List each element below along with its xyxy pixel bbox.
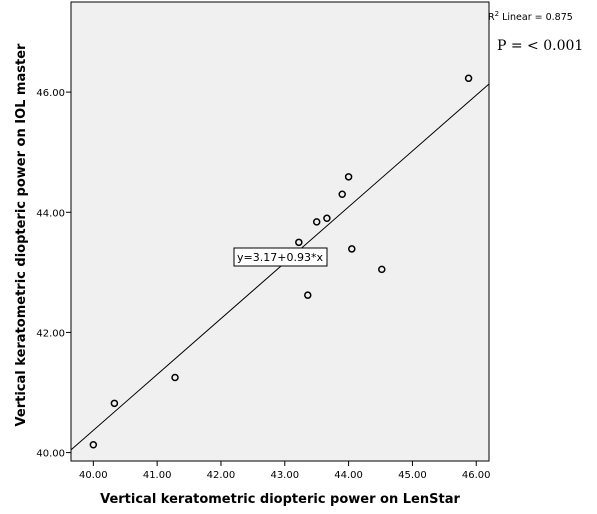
x-tick-label: 44.00 <box>334 470 363 481</box>
data-point <box>344 173 353 181</box>
r-squared-label: R2 Linear = 0.875 <box>488 10 573 23</box>
equation-text: y=3.17+0.93*x <box>237 251 323 264</box>
data-point <box>312 218 321 226</box>
x-tick-label: 41.00 <box>143 470 172 481</box>
x-axis-ticks: 40.00 41.00 42.00 43.00 44.00 45.00 46.00 <box>79 461 491 481</box>
r-squared-prefix: R <box>488 12 495 23</box>
x-tick-label: 45.00 <box>398 470 427 481</box>
data-point <box>323 214 331 223</box>
y-tick-label: 44.00 <box>36 208 65 219</box>
data-point <box>171 373 179 382</box>
regression-line <box>70 83 490 451</box>
y-axis-ticks: 40.00 42.00 44.00 46.00 <box>36 88 71 460</box>
data-point <box>338 190 346 199</box>
data-point <box>464 74 473 83</box>
r-squared-superscript: 2 <box>495 10 499 18</box>
y-axis-title: Vertical keratometric diopteric power on… <box>14 43 29 426</box>
equation-label: y=3.17+0.93*x <box>233 247 328 267</box>
data-point <box>110 399 119 408</box>
p-value-label: P = < 0.001 <box>497 38 583 54</box>
data-points <box>89 74 473 449</box>
x-axis-title: Vertical keratometric diopteric power on… <box>100 492 460 507</box>
x-tick-label: 46.00 <box>462 470 491 481</box>
data-point <box>304 291 312 299</box>
data-point <box>378 265 386 274</box>
x-tick-label: 43.00 <box>270 470 299 481</box>
r-squared-value: Linear = 0.875 <box>502 12 573 23</box>
data-point <box>295 238 303 247</box>
x-tick-label: 42.00 <box>207 470 236 481</box>
y-tick-label: 42.00 <box>36 328 65 339</box>
y-tick-label: 46.00 <box>36 88 65 99</box>
x-tick-label: 40.00 <box>79 470 108 481</box>
plot-area <box>70 1 490 462</box>
data-point <box>348 245 356 253</box>
equation-box <box>233 247 328 267</box>
y-tick-label: 40.00 <box>36 449 65 460</box>
data-point <box>89 441 98 449</box>
